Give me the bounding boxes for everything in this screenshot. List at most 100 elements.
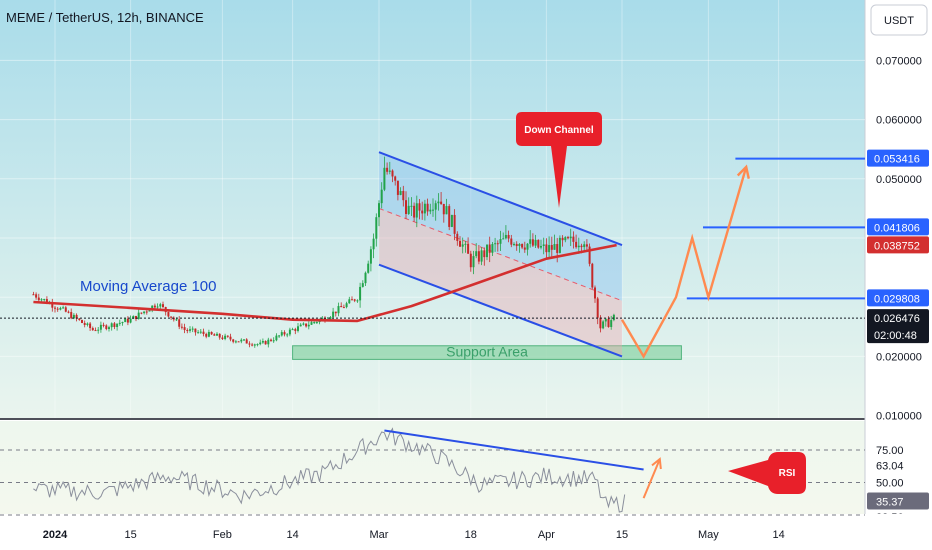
price-tick-label: 0.060000 bbox=[876, 115, 922, 127]
candle-body bbox=[529, 239, 532, 244]
candle-body bbox=[140, 312, 143, 314]
rsi-projection-arrow-head bbox=[651, 457, 662, 470]
candle-body bbox=[40, 299, 43, 301]
level-price-badge bbox=[867, 149, 929, 167]
candle-body bbox=[429, 209, 432, 212]
price-axis-background bbox=[865, 0, 932, 514]
rsi-background bbox=[0, 421, 865, 514]
candle-body bbox=[234, 341, 237, 343]
candle-body bbox=[224, 335, 227, 339]
candle-body bbox=[64, 307, 67, 312]
price-tick-label: 0.020000 bbox=[876, 351, 922, 363]
candle-body bbox=[604, 318, 607, 322]
candle-body bbox=[56, 308, 59, 310]
candle-body bbox=[221, 337, 224, 339]
rsi-value-badge bbox=[867, 492, 929, 510]
rsi-line bbox=[33, 427, 626, 513]
candle-body bbox=[145, 311, 148, 313]
candle-body bbox=[599, 317, 602, 329]
projection-arrow-head bbox=[736, 164, 750, 179]
candle-body bbox=[194, 328, 197, 333]
candle-body bbox=[564, 237, 567, 241]
candle-body bbox=[251, 344, 254, 346]
candle-body bbox=[218, 333, 221, 338]
candle-body bbox=[75, 314, 78, 319]
time-tick-label: 18 bbox=[465, 529, 477, 541]
candle-body bbox=[32, 294, 35, 296]
rsi-tick-label: 75.00 bbox=[876, 445, 904, 457]
candle-body bbox=[407, 205, 410, 214]
candle-body bbox=[259, 342, 262, 345]
candle-body bbox=[545, 244, 548, 253]
candle-body bbox=[448, 206, 451, 227]
candle-body bbox=[426, 203, 429, 212]
candle-body bbox=[183, 327, 186, 331]
candle-body bbox=[153, 305, 156, 308]
candle-body bbox=[283, 332, 286, 335]
candle-body bbox=[542, 244, 545, 246]
candle-body bbox=[351, 299, 353, 301]
candle-body bbox=[172, 317, 175, 320]
candle-body bbox=[59, 307, 62, 310]
candle-body bbox=[62, 307, 65, 309]
candle-body bbox=[321, 317, 324, 320]
candle-body bbox=[359, 286, 362, 301]
candle-body bbox=[288, 329, 291, 335]
candle-body bbox=[189, 329, 191, 331]
candle-body bbox=[432, 209, 434, 211]
down-channel-label: Down Channel bbox=[524, 125, 594, 136]
candle-body bbox=[72, 314, 75, 319]
candle-body bbox=[342, 307, 345, 309]
candle-body bbox=[129, 318, 132, 323]
candle-body bbox=[434, 203, 437, 210]
candle-body bbox=[243, 339, 245, 341]
candle-body bbox=[483, 250, 486, 258]
candle-body bbox=[313, 322, 316, 324]
candle-body bbox=[396, 180, 399, 195]
candle-body bbox=[569, 236, 572, 239]
currency-button[interactable]: USDT bbox=[870, 4, 928, 36]
candle-body bbox=[178, 319, 181, 327]
candle-body bbox=[191, 328, 194, 330]
candle-body bbox=[607, 318, 610, 327]
candle-body bbox=[567, 237, 569, 239]
level-price-badge-label: 0.053416 bbox=[874, 154, 920, 166]
candle-body bbox=[386, 167, 389, 172]
candle-body bbox=[202, 331, 205, 334]
last-price-badge-label: 0.026476 bbox=[874, 313, 920, 325]
candle-body bbox=[175, 319, 178, 321]
moving-average-label: Moving Average 100 bbox=[80, 278, 217, 295]
time-tick-label: May bbox=[698, 529, 719, 541]
rsi-label: RSI bbox=[779, 468, 796, 479]
candle-body bbox=[275, 335, 278, 341]
candle-body bbox=[486, 244, 488, 258]
candle-body bbox=[156, 306, 159, 308]
candle-body bbox=[345, 303, 348, 308]
level-price-badge bbox=[867, 218, 929, 236]
candle-body bbox=[585, 244, 588, 247]
price-tick-label: 0.050000 bbox=[876, 174, 922, 186]
candle-body bbox=[588, 246, 591, 264]
channel-mid-line bbox=[378, 207, 623, 302]
candle-body bbox=[99, 324, 102, 330]
candle-body bbox=[410, 205, 413, 207]
candle-body bbox=[267, 339, 270, 345]
candle-body bbox=[162, 304, 164, 308]
candle-body bbox=[307, 324, 310, 327]
candle-body bbox=[248, 343, 251, 345]
candle-body bbox=[37, 297, 40, 301]
candle-body bbox=[264, 341, 267, 345]
time-tick-label: 2024 bbox=[43, 529, 68, 541]
price-badges: 0.053416 0.041806 0.038752 0.029808 0.026476… bbox=[867, 149, 929, 344]
candle-body bbox=[199, 331, 202, 333]
price-tick-label: 0.070000 bbox=[876, 55, 922, 67]
candle-body bbox=[577, 245, 580, 248]
candle-body bbox=[526, 243, 529, 250]
candle-body bbox=[232, 339, 235, 342]
candle-body bbox=[43, 299, 46, 301]
candle-body bbox=[367, 263, 370, 273]
candle-body bbox=[353, 299, 356, 301]
candle-body bbox=[507, 234, 510, 239]
candle-body bbox=[475, 251, 478, 257]
